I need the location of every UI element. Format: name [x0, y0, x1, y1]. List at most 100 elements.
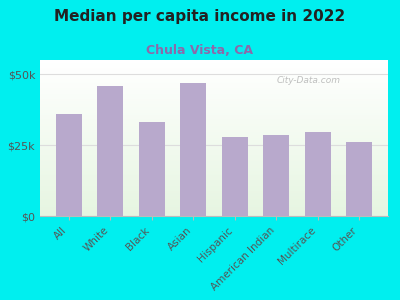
Bar: [40, 86, 388, 88]
Bar: [40, 180, 388, 182]
Bar: [40, 85, 388, 86]
Bar: [40, 112, 388, 113]
Bar: [40, 82, 388, 83]
Bar: [40, 110, 388, 112]
Bar: [40, 199, 388, 200]
Bar: [40, 149, 388, 151]
Bar: [346, 142, 372, 216]
Bar: [40, 127, 388, 129]
Bar: [40, 190, 388, 191]
Bar: [56, 114, 82, 216]
Bar: [40, 143, 388, 144]
Bar: [222, 136, 248, 216]
Bar: [40, 99, 388, 100]
Bar: [40, 122, 388, 124]
Bar: [40, 77, 388, 79]
Bar: [40, 124, 388, 125]
Bar: [40, 202, 388, 203]
Bar: [40, 76, 388, 77]
Bar: [264, 135, 289, 216]
Bar: [40, 155, 388, 157]
Bar: [40, 196, 388, 197]
Bar: [40, 205, 388, 207]
Bar: [40, 121, 388, 122]
Bar: [40, 140, 388, 141]
Bar: [40, 102, 388, 104]
Bar: [40, 164, 388, 166]
Bar: [40, 104, 388, 105]
Bar: [40, 203, 388, 205]
Bar: [40, 185, 388, 186]
Bar: [40, 171, 388, 172]
Bar: [40, 61, 388, 63]
Bar: [40, 68, 388, 69]
Bar: [40, 93, 388, 94]
Bar: [40, 115, 388, 116]
Bar: [40, 166, 388, 168]
Bar: [40, 177, 388, 178]
Bar: [40, 174, 388, 176]
Bar: [40, 183, 388, 185]
Bar: [40, 98, 388, 99]
Bar: [40, 178, 388, 180]
Bar: [40, 207, 388, 208]
Bar: [40, 161, 388, 163]
Bar: [40, 130, 388, 132]
Bar: [40, 91, 388, 93]
Bar: [40, 163, 388, 164]
Bar: [40, 74, 388, 76]
Text: Chula Vista, CA: Chula Vista, CA: [146, 44, 254, 56]
Bar: [40, 160, 388, 161]
Bar: [40, 125, 388, 127]
Bar: [40, 200, 388, 202]
Bar: [40, 191, 388, 193]
Bar: [97, 85, 123, 216]
Bar: [40, 79, 388, 80]
Text: Median per capita income in 2022: Median per capita income in 2022: [54, 9, 346, 24]
Bar: [139, 122, 164, 216]
Text: City-Data.com: City-Data.com: [277, 76, 341, 85]
Bar: [40, 176, 388, 177]
Bar: [40, 138, 388, 140]
Bar: [40, 154, 388, 155]
Bar: [40, 73, 388, 74]
Bar: [40, 157, 388, 158]
Bar: [40, 168, 388, 169]
Bar: [40, 69, 388, 71]
Bar: [40, 214, 388, 216]
Bar: [40, 132, 388, 133]
Bar: [40, 71, 388, 73]
Bar: [305, 132, 331, 216]
Bar: [40, 208, 388, 210]
Bar: [40, 147, 388, 149]
Bar: [40, 100, 388, 102]
Bar: [40, 80, 388, 82]
Bar: [180, 83, 206, 216]
Bar: [40, 146, 388, 147]
Bar: [40, 188, 388, 190]
Bar: [40, 136, 388, 138]
Bar: [40, 63, 388, 65]
Bar: [40, 60, 388, 61]
Bar: [40, 182, 388, 183]
Bar: [40, 197, 388, 199]
Bar: [40, 108, 388, 110]
Bar: [40, 113, 388, 115]
Bar: [40, 210, 388, 211]
Bar: [40, 129, 388, 130]
Bar: [40, 158, 388, 160]
Bar: [40, 151, 388, 152]
Bar: [40, 152, 388, 154]
Bar: [40, 116, 388, 118]
Bar: [40, 193, 388, 194]
Bar: [40, 133, 388, 135]
Bar: [40, 194, 388, 196]
Bar: [40, 107, 388, 108]
Bar: [40, 169, 388, 171]
Bar: [40, 141, 388, 143]
Bar: [40, 88, 388, 90]
Bar: [40, 119, 388, 121]
Bar: [40, 94, 388, 96]
Bar: [40, 90, 388, 91]
Bar: [40, 172, 388, 174]
